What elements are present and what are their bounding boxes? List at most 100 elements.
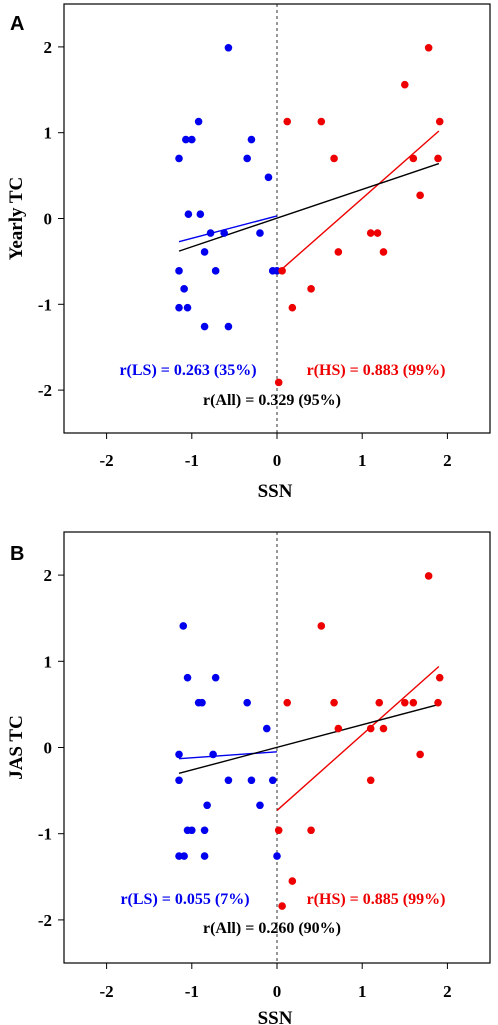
- panel-a-y-tick-label: -2: [38, 381, 52, 400]
- panel-a-point-ls: [184, 210, 193, 219]
- panel-a-point-ls: [247, 135, 256, 144]
- panel-b-fit-line-ls: [178, 751, 278, 760]
- panel-b-point-hs: [434, 698, 442, 707]
- panel-b-y-tick-label: -1: [38, 825, 52, 844]
- panel-a-point-ls: [224, 43, 233, 52]
- panel-a-x-axis-label: SSN: [258, 481, 293, 502]
- panel-b-point-hs: [366, 776, 375, 785]
- panel-b-point-hs: [274, 826, 283, 835]
- panel-a-point-hs: [330, 154, 338, 163]
- panel-b-point-ls: [175, 750, 183, 759]
- panel-b-x-tick-label: 2: [443, 982, 452, 1001]
- panel-b-point-ls: [262, 724, 271, 733]
- panel-b-point-hs: [278, 902, 286, 910]
- panel-b-point-ls: [203, 801, 211, 810]
- panel-a-point-hs: [434, 154, 442, 163]
- panel-a-point-ls: [200, 248, 209, 256]
- panel-b-point-hs: [416, 750, 424, 759]
- panel-a-point-hs: [373, 229, 382, 237]
- panel-a-point-hs: [274, 378, 283, 387]
- panel-a-point-ls: [180, 285, 188, 293]
- panel-a-point-hs: [409, 154, 418, 163]
- panel-a-point-hs: [288, 303, 297, 312]
- panel-b-point-hs: [307, 826, 315, 835]
- panel-a-point-ls: [194, 117, 203, 126]
- panel-a-y-tick-label: 0: [44, 210, 53, 229]
- panel-a-annotation-all: r(All) = 0.329 (95%): [203, 392, 341, 409]
- panel-b-x-tick-label: -2: [100, 982, 114, 1001]
- panel-b-point-hs: [330, 698, 338, 707]
- panel-b-point-ls: [200, 852, 209, 860]
- panel-a-point-hs: [283, 117, 292, 126]
- panel-b-point-ls: [183, 673, 192, 682]
- panel-b-point-ls: [180, 852, 188, 860]
- panel-b-point-ls: [200, 826, 209, 835]
- panel-b-point-hs: [288, 877, 297, 885]
- panel-b-point-ls: [256, 801, 264, 810]
- panel-b-annotation-ls: r(LS) = 0.055 (7%): [120, 891, 249, 908]
- panel-b-x-tick-label: -1: [185, 982, 199, 1001]
- panel-b-x-tick-label: 0: [273, 982, 282, 1001]
- panel-a-annotation-ls: r(LS) = 0.263 (35%): [119, 362, 256, 379]
- panel-a-point-ls: [264, 173, 273, 182]
- panel-b-point-hs: [366, 724, 375, 733]
- panel-a-point-ls: [211, 267, 220, 275]
- panel-a-point-hs: [278, 267, 286, 275]
- panel-b-point-hs: [375, 698, 384, 707]
- panel-b-point-hs: [317, 622, 326, 630]
- panel-a-point-hs: [366, 229, 375, 237]
- panel-b-point-ls: [273, 852, 281, 860]
- panel-b-point-ls: [179, 622, 188, 630]
- panel-b-point-ls: [209, 750, 217, 759]
- panel-a-point-ls: [175, 303, 183, 312]
- panel-a-point-hs: [307, 285, 315, 293]
- panel-a-point-hs: [424, 43, 433, 52]
- panel-b-y-tick-label: -2: [38, 911, 52, 930]
- panel-b-label: B: [10, 543, 24, 565]
- panel-a-point-hs: [435, 117, 444, 126]
- panel-a-point-ls: [175, 154, 183, 163]
- panel-a-x-tick-label: -2: [100, 451, 114, 470]
- panel-b-point-hs: [424, 572, 433, 580]
- panel-a-point-hs: [416, 191, 424, 200]
- panel-b-point-hs: [409, 698, 418, 707]
- panel-b-point-hs: [379, 724, 388, 733]
- panel-b-y-axis-label: JAS TC: [6, 715, 27, 780]
- panel-a-point-ls: [256, 229, 264, 237]
- panel-a-point-ls: [206, 229, 215, 237]
- panel-a-point-ls: [188, 135, 196, 144]
- panel-a-y-tick-label: 2: [44, 38, 53, 57]
- panel-b-fit-line-hs: [276, 665, 440, 811]
- panel-b-point-hs: [435, 673, 444, 682]
- panel-b-point-hs: [283, 698, 292, 707]
- panel-a-point-ls: [224, 322, 233, 331]
- panel-b-point-ls: [243, 698, 251, 707]
- panel-b-annotation-all: r(All) = 0.260 (90%): [203, 920, 341, 937]
- panel-a-y-tick-label: -1: [38, 295, 52, 314]
- panel-b-x-tick-label: 1: [358, 982, 367, 1001]
- panel-b-point-ls: [247, 776, 256, 785]
- panel-a-point-ls: [196, 210, 205, 219]
- panel-b-fit-line-all: [178, 703, 440, 775]
- panel-b-point-ls: [268, 776, 277, 785]
- panel-a-point-hs: [379, 248, 388, 256]
- panel-b-point-ls: [188, 826, 196, 835]
- panel-b-x-axis-label: SSN: [258, 1008, 293, 1025]
- panel-a-point-hs: [317, 117, 326, 126]
- panel-a-point-hs: [401, 80, 409, 89]
- panel-a-x-tick-label: 1: [358, 451, 367, 470]
- panel-b-point-ls: [198, 698, 206, 707]
- panel-a-y-tick-label: 1: [44, 124, 53, 143]
- panel-b-y-tick-label: 0: [44, 739, 53, 758]
- panel-a-point-ls: [243, 154, 251, 163]
- panel-b-point-hs: [334, 724, 343, 733]
- panel-b-point-ls: [224, 776, 233, 785]
- panel-a-fit-line-hs: [276, 130, 440, 274]
- panel-a-y-axis-label: Yearly TC: [6, 177, 27, 261]
- panel-a-point-ls: [183, 303, 192, 312]
- panel-a-point-ls: [220, 229, 228, 237]
- panel-b-annotation-hs: r(HS) = 0.885 (99%): [307, 891, 446, 908]
- panel-a-x-tick-label: -1: [185, 451, 199, 470]
- panel-a-fit-line-all: [178, 162, 440, 252]
